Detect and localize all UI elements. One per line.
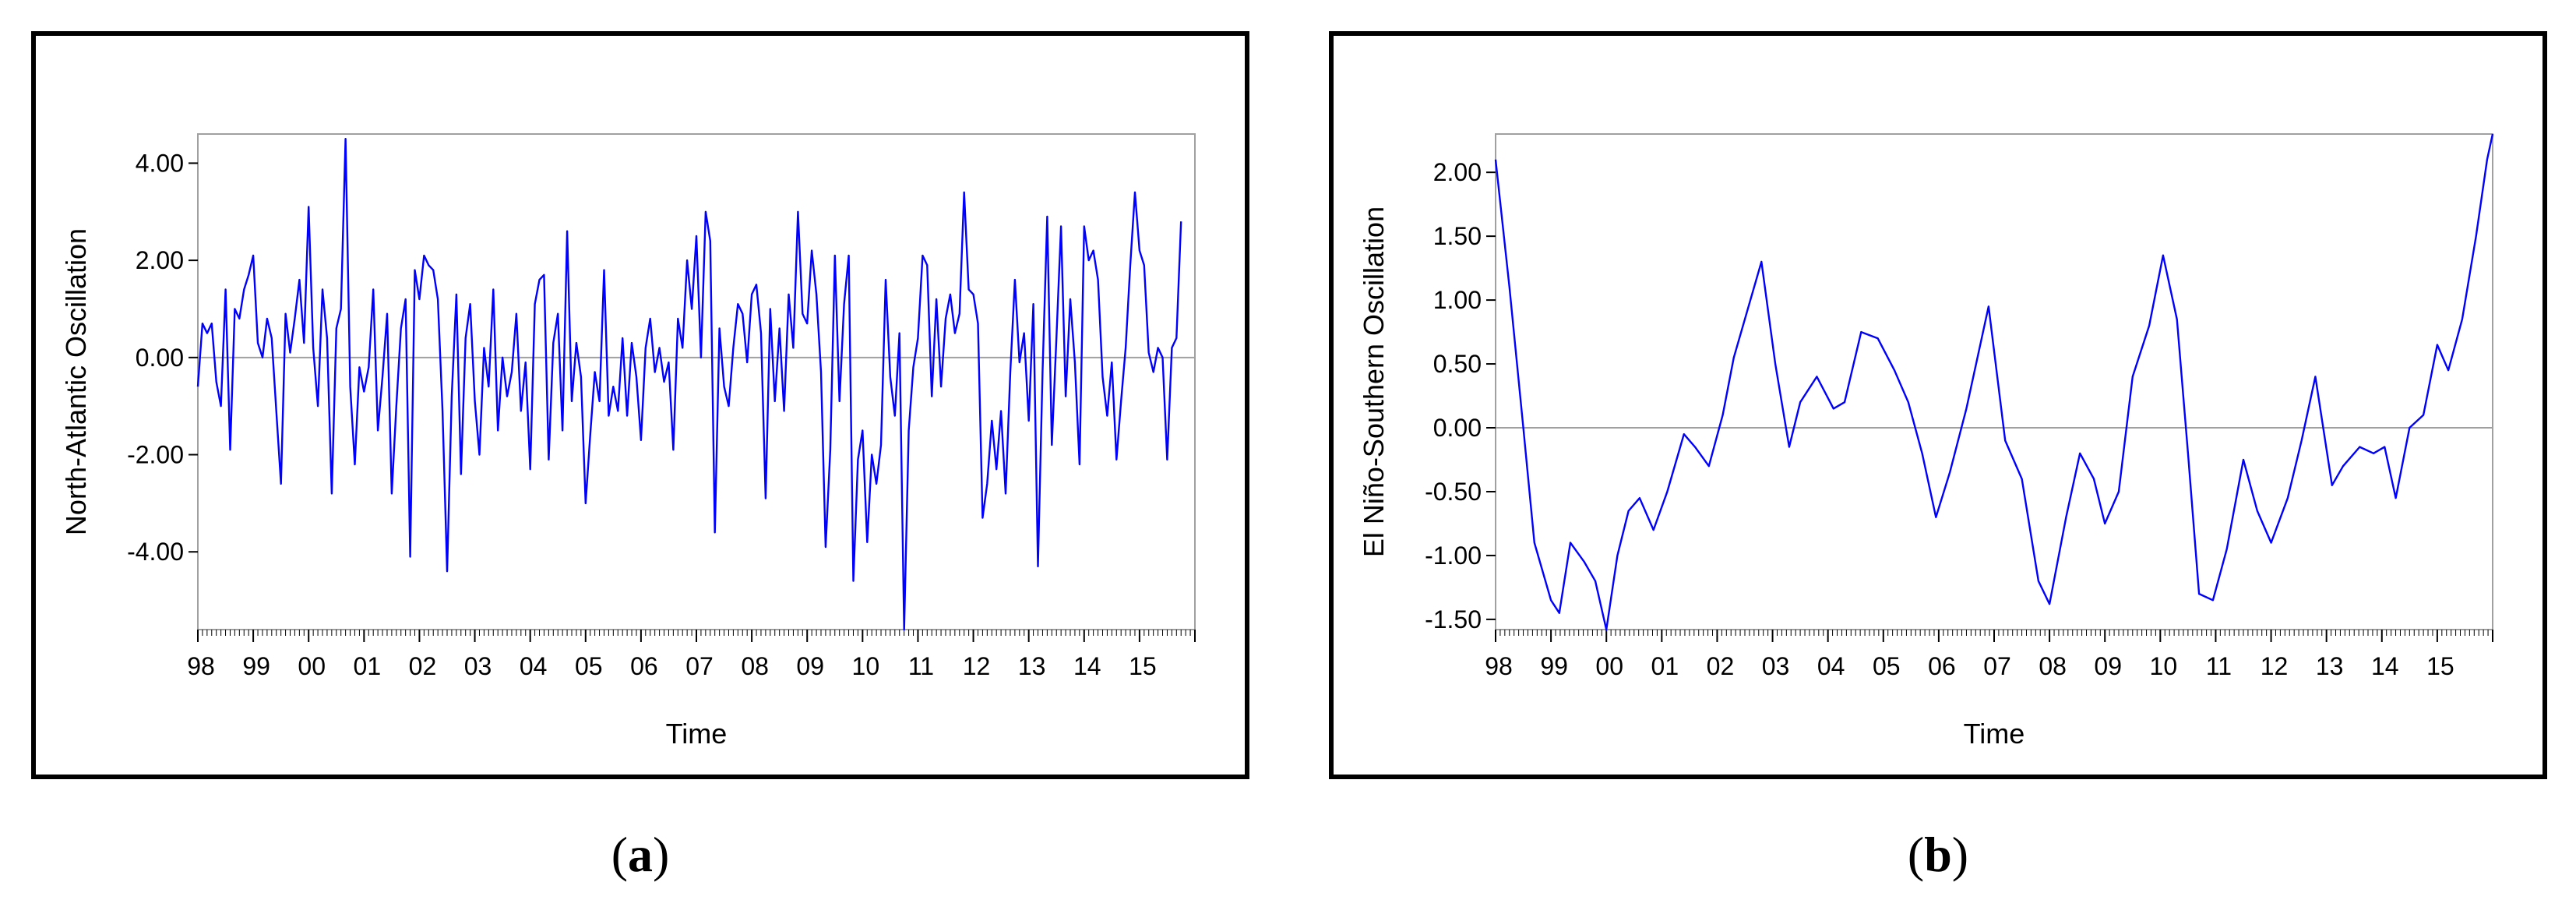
series-line — [1494, 133, 2494, 631]
x-axis-label: Time — [1964, 718, 2025, 750]
y-tick-label: 2.00 — [136, 246, 184, 274]
y-tick-label: -1.50 — [1425, 605, 1482, 633]
plot-area — [1495, 133, 2493, 630]
x-tick-label: 14 — [2371, 652, 2399, 680]
x-tick-label: 99 — [1540, 652, 1568, 680]
y-axis-label: El Niño-Southern Oscillation — [1358, 206, 1390, 557]
caption-b-letter: b — [1924, 827, 1952, 882]
x-axis-label: Time — [666, 718, 728, 750]
x-tick-label: 09 — [2094, 652, 2122, 680]
caption-b: (b) — [1907, 827, 1969, 882]
y-tick-label: -1.00 — [1425, 542, 1482, 570]
x-tick-label: 10 — [852, 652, 880, 680]
x-tick-label: 15 — [2426, 652, 2454, 680]
x-tick-label: 99 — [242, 652, 270, 680]
x-tick-label: 12 — [2261, 652, 2289, 680]
y-tick-label: -2.00 — [127, 441, 184, 469]
x-tick-label: 07 — [1983, 652, 2011, 680]
x-tick-label: 01 — [354, 652, 382, 680]
x-tick-label: 02 — [1707, 652, 1735, 680]
x-tick-label: 05 — [1873, 652, 1901, 680]
y-tick-label: 0.50 — [1433, 350, 1482, 378]
chart-a-svg: 4.00 2.00 0.00 -2.00 -4.00 98 99 00 01 02 03 04 05 06… — [60, 133, 1196, 750]
caption-a: (a) — [611, 827, 670, 882]
x-tick-label: 12 — [963, 652, 991, 680]
x-tick-label: 11 — [2206, 652, 2232, 680]
y-tick-label: 1.00 — [1433, 286, 1482, 314]
x-tick-label: 08 — [741, 652, 769, 680]
chart-panel-a: 4.00 2.00 0.00 -2.00 -4.00 98 99 00 01 02 03 04 05 06… — [31, 31, 1249, 779]
x-tick-label: 98 — [1485, 652, 1513, 680]
y-tick-label: 1.50 — [1433, 222, 1482, 250]
y-tick-label: 2.00 — [1433, 158, 1482, 186]
x-tick-label: 14 — [1073, 652, 1101, 680]
y-tick-label: 0.00 — [136, 344, 184, 372]
x-tick-label: 11 — [908, 652, 934, 680]
y-tick-label: -0.50 — [1425, 478, 1482, 506]
x-tick-label: 06 — [630, 652, 658, 680]
x-tick-label: 15 — [1129, 652, 1157, 680]
x-tick-label: 02 — [409, 652, 437, 680]
y-tick-label: -4.00 — [127, 538, 184, 566]
x-tick-label: 05 — [575, 652, 603, 680]
series-line — [196, 138, 1182, 631]
x-tick-label: 08 — [2039, 652, 2067, 680]
x-tick-label: 07 — [685, 652, 714, 680]
caption-a-letter: a — [628, 827, 653, 882]
x-tick-label: 03 — [464, 652, 492, 680]
x-tick-label: 10 — [2150, 652, 2178, 680]
x-tick-label: 09 — [796, 652, 824, 680]
chart-panel-b: 2.00 1.50 1.00 0.50 0.00 -0.50 -1.00 -1.50 98 99 0… — [1329, 31, 2547, 779]
x-tick-label: 13 — [2316, 652, 2344, 680]
y-tick-label: 0.00 — [1433, 414, 1482, 442]
x-tick-label: 98 — [187, 652, 215, 680]
x-tick-label: 03 — [1762, 652, 1790, 680]
x-tick-label: 01 — [1651, 652, 1679, 680]
x-tick-label: 06 — [1928, 652, 1956, 680]
y-axis-label: North-Atlantic Oscillation — [60, 228, 92, 535]
x-tick-label: 00 — [298, 652, 326, 680]
x-tick-label: 04 — [1817, 652, 1845, 680]
x-tick-label: 13 — [1018, 652, 1046, 680]
x-tick-label: 04 — [520, 652, 548, 680]
x-tick-label: 00 — [1595, 652, 1623, 680]
y-tick-label: 4.00 — [136, 149, 184, 177]
